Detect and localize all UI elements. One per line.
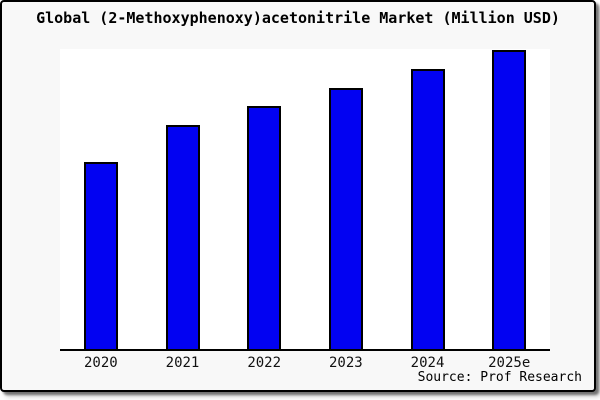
bar-slot-2021 (142, 49, 224, 349)
x-tick-label-2024: 2024 (410, 355, 445, 371)
bar-2024 (410, 69, 445, 349)
bar-2023 (328, 87, 363, 349)
bars-container (60, 49, 550, 349)
x-tick-label-2023: 2023 (328, 355, 363, 371)
bar-slot-2025e (468, 49, 550, 349)
x-tick-label-2022: 2022 (247, 355, 282, 371)
x-tick-label-2020: 2020 (83, 355, 118, 371)
bar-2020 (83, 162, 118, 349)
bar-2022 (247, 105, 282, 349)
source-caption: Source: Prof Research (417, 370, 582, 385)
x-tick-label-2021: 2021 (165, 355, 200, 371)
bar-slot-2024 (387, 49, 469, 349)
x-axis-labels: 2020 2021 2022 2023 2024 2025e (60, 355, 550, 371)
bar-slot-2023 (305, 49, 387, 349)
plot-area (60, 49, 550, 351)
chart-title: Global (2-Methoxyphenoxy)acetonitrile Ma… (36, 9, 560, 27)
bar-slot-2020 (60, 49, 142, 349)
bar-slot-2022 (223, 49, 305, 349)
bar-2021 (165, 124, 200, 349)
bar-2025e (492, 49, 527, 349)
x-tick-label-2025e: 2025e (488, 355, 531, 371)
chart-panel: Global (2-Methoxyphenoxy)acetonitrile Ma… (0, 0, 596, 392)
